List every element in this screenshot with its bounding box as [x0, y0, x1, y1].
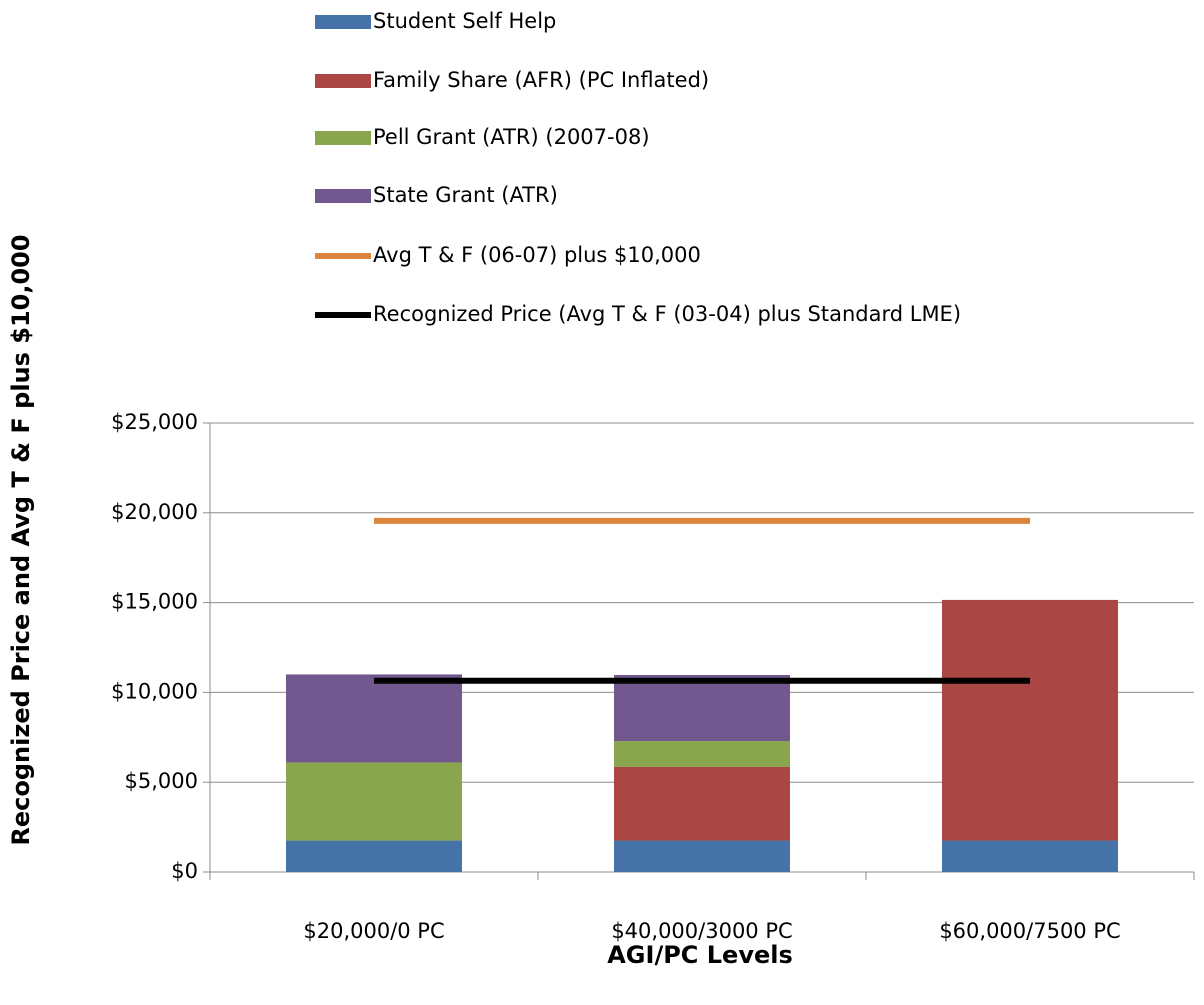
bar-segment — [614, 840, 790, 872]
y-axis-title: Recognized Price and Avg T & F plus $10,… — [7, 234, 35, 845]
y-tick-label: $10,000 — [111, 679, 198, 703]
x-axis-title: AGI/PC Levels — [607, 941, 793, 969]
y-tick-label: $25,000 — [111, 410, 198, 434]
bar-segment — [286, 840, 462, 872]
y-tick-label: $20,000 — [111, 500, 198, 524]
legend-swatch — [315, 131, 371, 145]
legend-label: Avg T & F (06-07) plus $10,000 — [373, 243, 701, 267]
bar-segment — [942, 599, 1118, 841]
y-tick-label: $5,000 — [125, 769, 198, 793]
legend-label: Family Share (AFR) (PC Inflated) — [373, 68, 709, 92]
legend-swatch — [315, 189, 371, 203]
legend-label: State Grant (ATR) — [373, 183, 558, 207]
bar-segment — [286, 762, 462, 841]
legend-label: Pell Grant (ATR) (2007-08) — [373, 125, 650, 149]
y-tick-label: $15,000 — [111, 590, 198, 614]
x-tick-label: $40,000/3000 PC — [611, 919, 792, 943]
bar-segment — [614, 674, 790, 742]
legend-label: Recognized Price (Avg T & F (03-04) plus… — [373, 302, 961, 326]
legend-swatch — [315, 74, 371, 88]
bar-segment — [614, 741, 790, 767]
x-tick-label: $20,000/0 PC — [303, 919, 444, 943]
legend-swatch — [315, 15, 371, 29]
bar-segment — [614, 766, 790, 841]
bar-segment — [286, 674, 462, 763]
bar-segment — [942, 840, 1118, 872]
legend-label: Student Self Help — [373, 9, 556, 33]
x-tick-label: $60,000/7500 PC — [939, 919, 1120, 943]
y-tick-label: $0 — [171, 859, 198, 883]
